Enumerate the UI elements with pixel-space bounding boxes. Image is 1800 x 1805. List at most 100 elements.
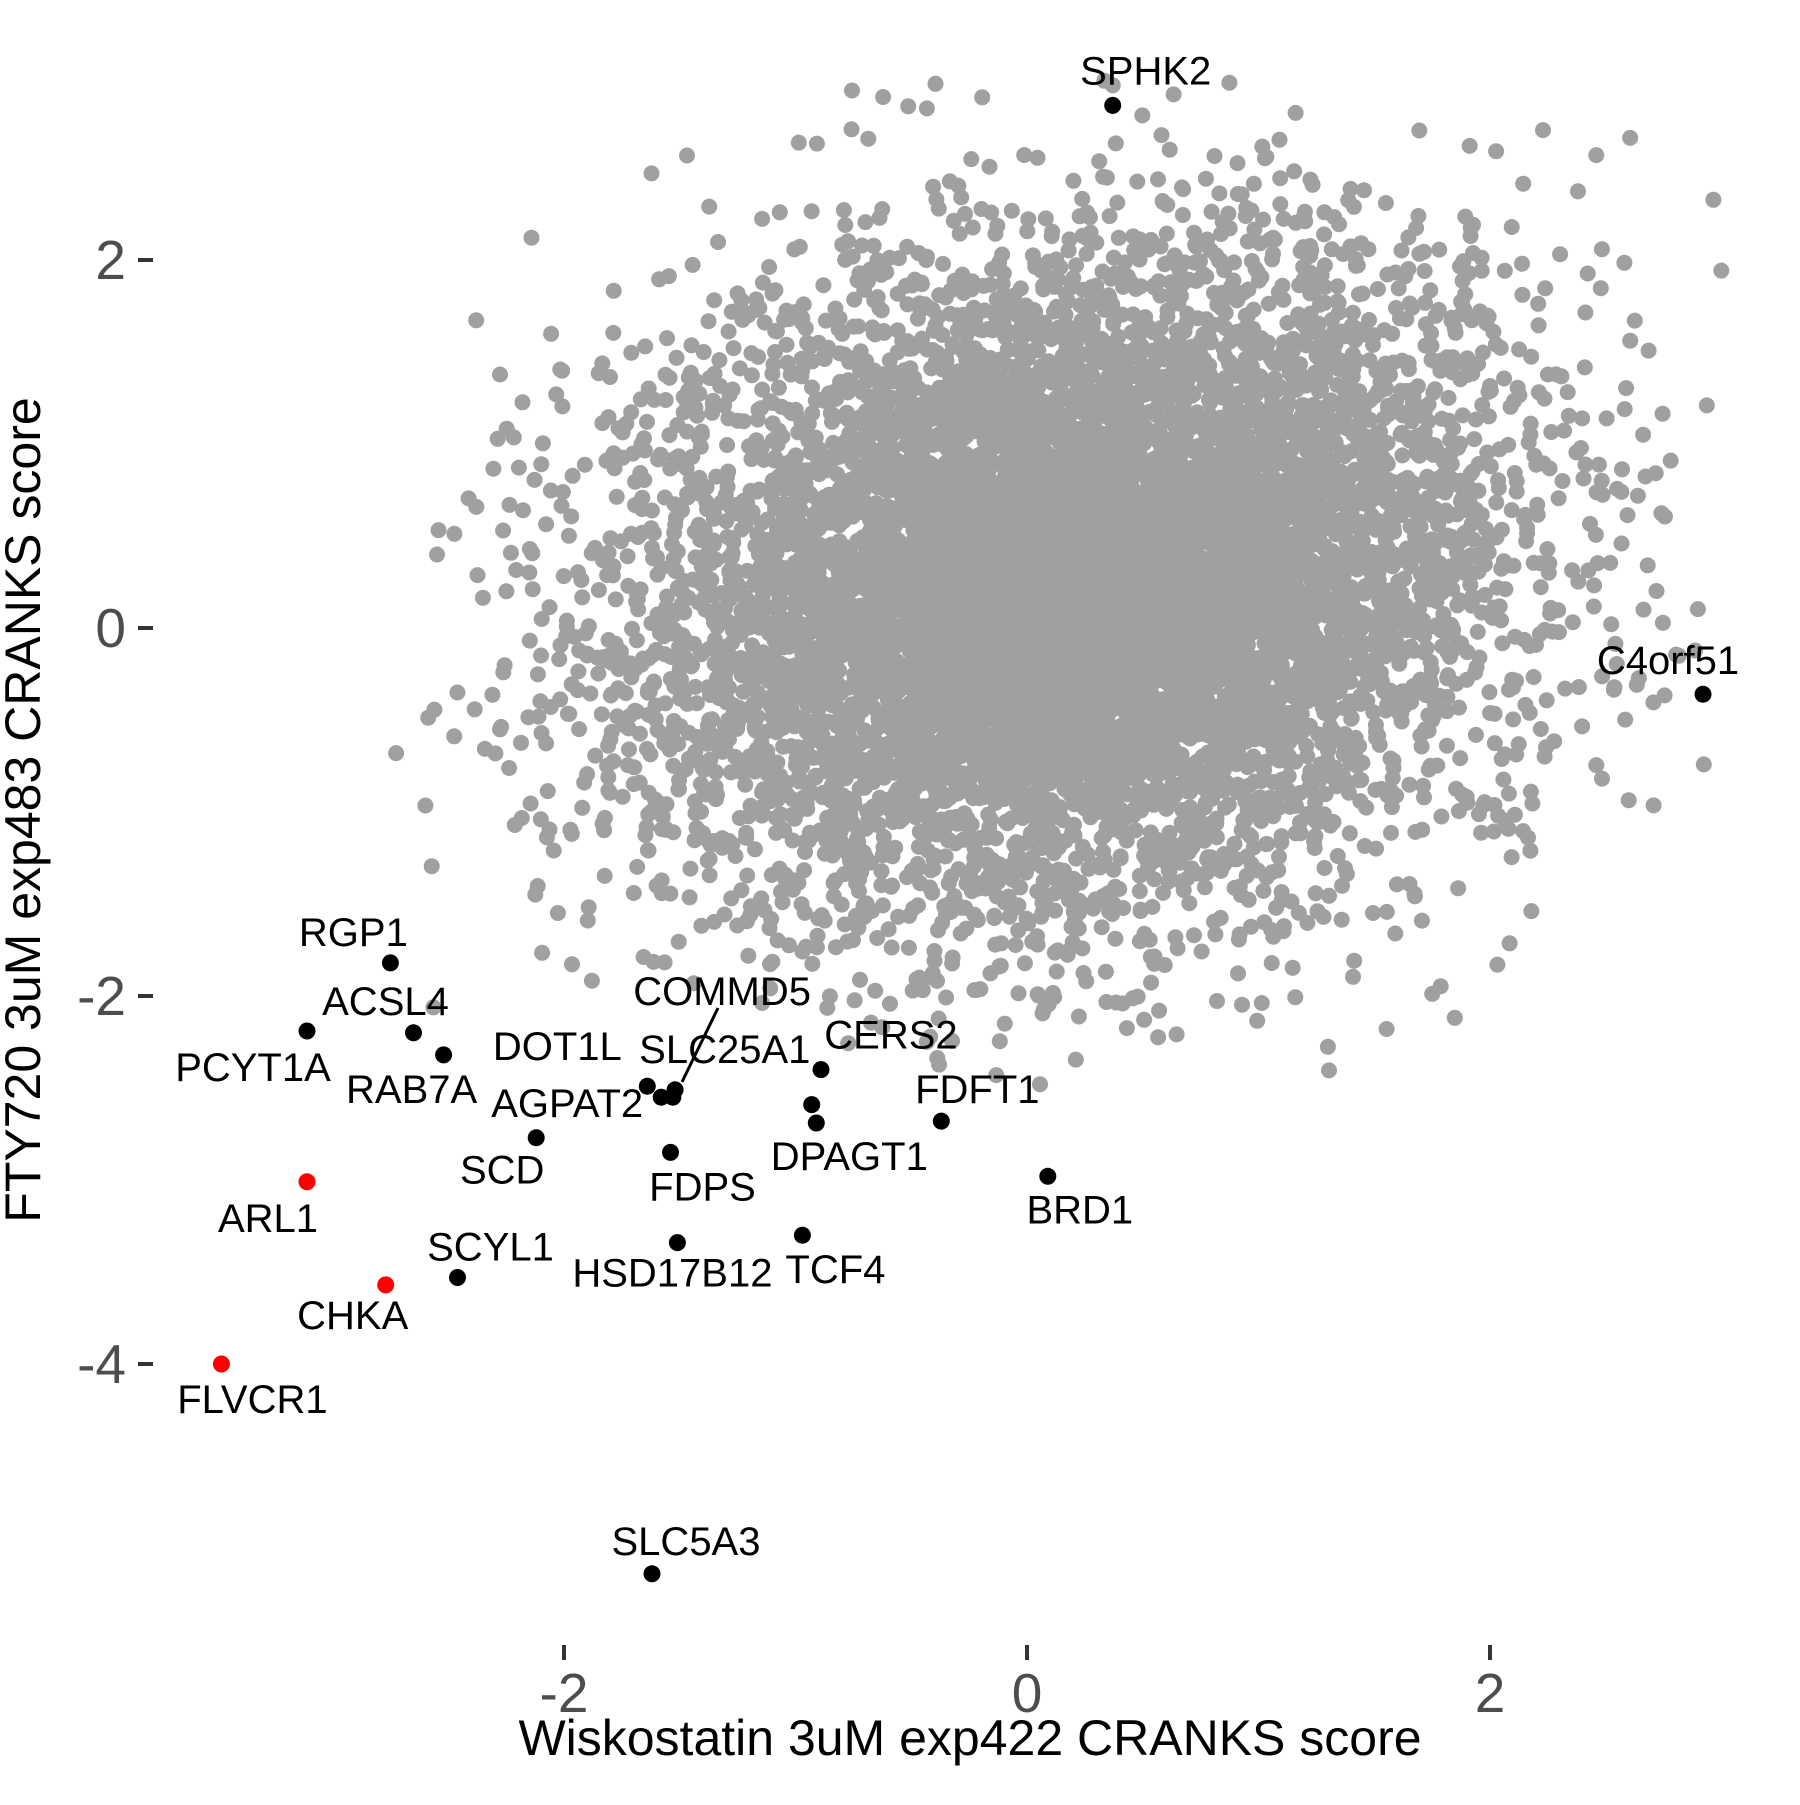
background-point: [1308, 348, 1325, 364]
background-point: [513, 734, 529, 751]
background-point: [1099, 712, 1116, 729]
background-point: [806, 506, 823, 523]
background-point: [900, 939, 917, 956]
background-point: [1585, 598, 1602, 615]
background-point: [1408, 442, 1425, 459]
background-point: [521, 632, 538, 649]
background-point: [701, 198, 718, 215]
background-point: [1538, 692, 1555, 709]
background-point: [1507, 628, 1524, 645]
background-point: [803, 203, 820, 220]
background-point: [1602, 554, 1619, 571]
background-point: [1390, 280, 1407, 297]
background-point: [1186, 927, 1202, 944]
background-point: [1435, 606, 1452, 622]
background-point: [1417, 316, 1434, 333]
background-point: [1234, 996, 1250, 1013]
background-point: [926, 847, 943, 864]
background-point: [737, 776, 754, 793]
background-point: [563, 508, 580, 525]
background-point: [873, 863, 890, 880]
background-point: [900, 98, 917, 115]
background-point: [880, 921, 897, 938]
background-point: [1307, 828, 1324, 845]
background-point: [762, 980, 779, 997]
background-point: [1552, 246, 1569, 263]
background-point: [1229, 155, 1246, 172]
background-point: [629, 858, 646, 875]
background-point: [910, 838, 927, 855]
background-point: [1075, 965, 1092, 981]
background-point: [723, 890, 740, 907]
background-point: [474, 589, 491, 606]
background-point: [1220, 796, 1237, 813]
background-point: [1109, 194, 1126, 211]
background-point: [1307, 885, 1324, 902]
background-point: [1316, 226, 1333, 243]
background-point: [555, 568, 572, 585]
background-point: [1420, 761, 1437, 778]
background-point: [617, 685, 634, 702]
background-point: [1129, 173, 1146, 190]
background-point: [840, 1035, 857, 1052]
background-point: [605, 324, 622, 341]
background-point: [1134, 107, 1151, 124]
background-point: [1206, 148, 1223, 164]
background-point: [576, 456, 593, 473]
background-point: [793, 896, 810, 913]
background-point: [982, 350, 999, 366]
background-point: [532, 811, 549, 828]
background-point: [719, 437, 736, 453]
background-point: [526, 471, 543, 488]
background-point: [747, 841, 763, 858]
background-point: [925, 178, 942, 195]
background-point: [1451, 699, 1467, 716]
background-point: [619, 548, 636, 565]
background-point: [938, 989, 955, 1006]
background-point: [1417, 294, 1433, 311]
background-point: [1564, 562, 1581, 579]
background-point: [1523, 903, 1540, 920]
background-point: [1275, 210, 1292, 227]
background-point: [1705, 191, 1722, 208]
background-point: [1520, 434, 1537, 451]
background-point: [1616, 401, 1633, 418]
background-point: [563, 825, 580, 842]
background-point: [1255, 211, 1272, 228]
background-point: [1253, 813, 1270, 829]
background-point: [1648, 583, 1665, 599]
background-point: [1230, 965, 1246, 982]
background-point: [1603, 616, 1620, 633]
background-point: [1503, 502, 1520, 519]
background-point: [590, 665, 607, 682]
background-point: [1019, 223, 1036, 240]
background-point: [1493, 521, 1510, 538]
background-point: [1473, 604, 1490, 621]
background-point: [927, 75, 944, 92]
background-point: [1286, 163, 1303, 180]
background-point: [1554, 473, 1571, 489]
background-point: [1206, 913, 1223, 930]
background-point: [1093, 919, 1110, 936]
background-point: [1517, 696, 1534, 713]
background-point: [1110, 229, 1127, 246]
background-point: [605, 282, 622, 299]
background-point: [846, 291, 863, 308]
background-point: [607, 591, 624, 608]
background-point: [1136, 1011, 1153, 1028]
background-point: [875, 828, 892, 845]
background-point: [600, 782, 617, 799]
background-point: [1078, 245, 1095, 262]
background-point: [695, 344, 712, 360]
background-point: [1493, 612, 1510, 629]
background-point: [1440, 389, 1457, 406]
background-point: [1361, 352, 1378, 369]
background-point: [918, 100, 935, 117]
background-point: [1317, 786, 1334, 803]
background-point: [710, 234, 727, 250]
background-point: [1695, 756, 1712, 773]
background-point: [1598, 410, 1615, 427]
background-point: [754, 381, 771, 398]
background-point: [554, 398, 571, 415]
background-point: [1365, 905, 1381, 921]
